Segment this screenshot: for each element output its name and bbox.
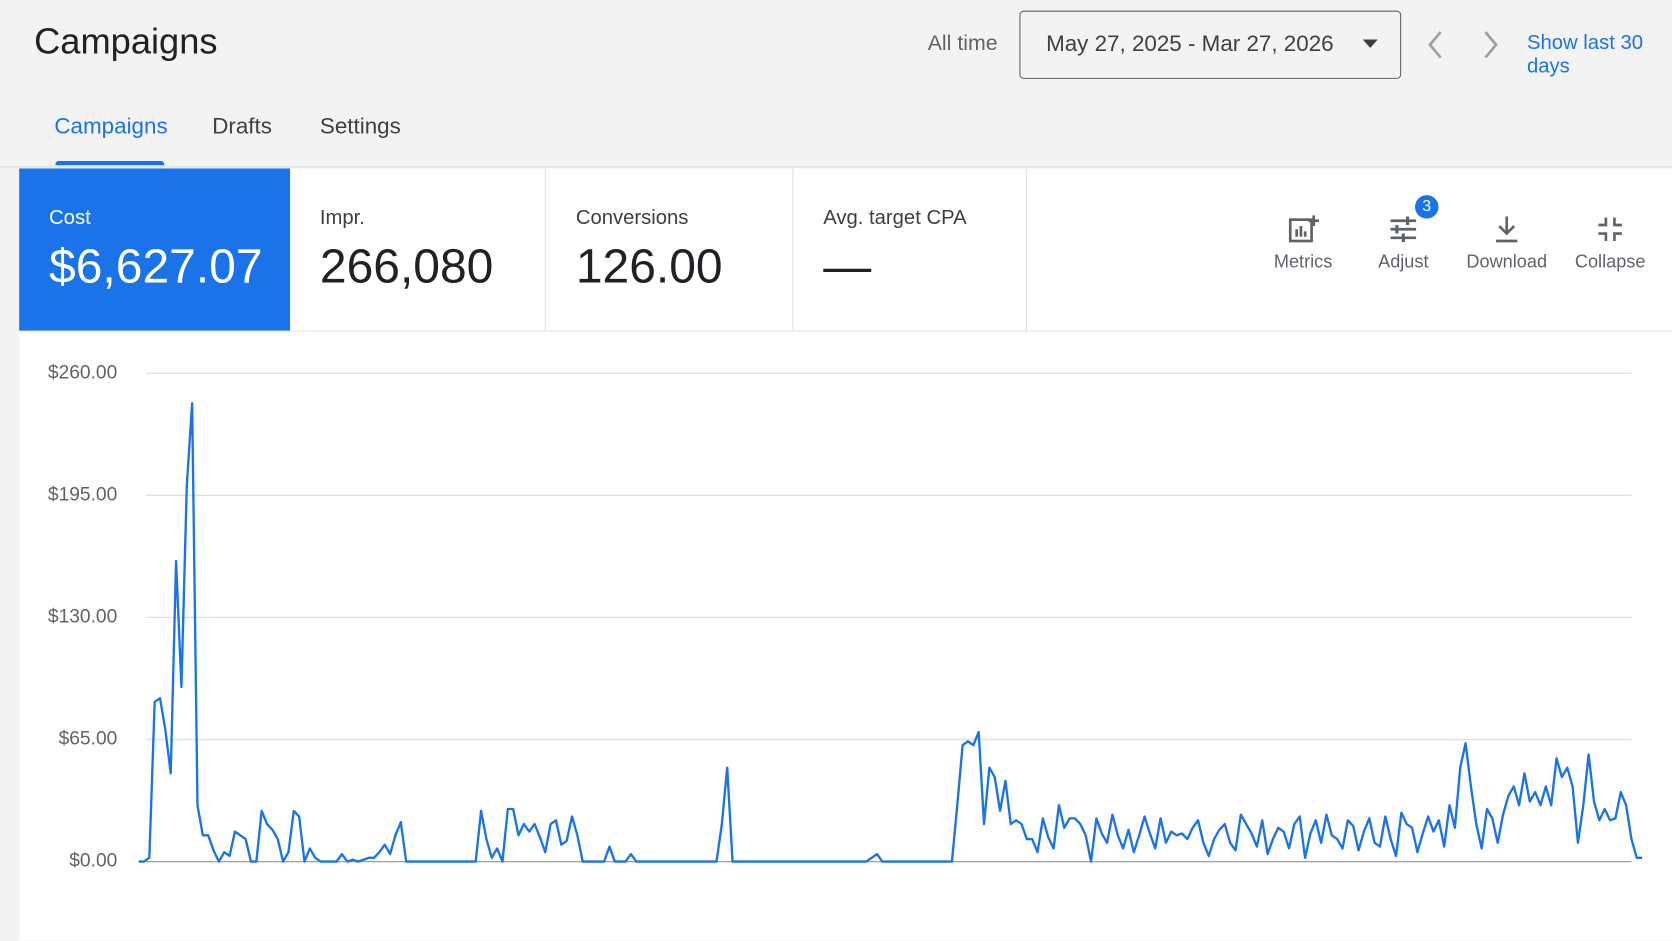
toolbar-label: Metrics [1273,251,1333,272]
toolbar-button[interactable]: Download [1459,213,1555,273]
metric-label: Impr. [319,206,365,230]
metric-card[interactable]: Avg. target CPA — [793,168,1027,331]
tab[interactable]: Settings [319,114,401,139]
metric-value: 266,080 [319,238,494,294]
metric-value: — [823,238,872,294]
toolbar-label: Adjust [1378,251,1429,272]
toolbar-label: Collapse [1574,251,1646,272]
metric-card[interactable]: Impr. 266,080 [290,168,546,331]
chart-panel [19,331,1672,941]
dropdown-arrow [1362,39,1378,48]
toolbar-button[interactable]: Metrics [1255,213,1351,273]
metric-card[interactable]: Cost $6,627.07 [19,168,291,331]
metric-cards: Cost $6,627.07 Impr. 266,080 Conversions… [19,168,1672,332]
toolbar-label: Download [1466,251,1548,272]
toolbar-button[interactable]: Adjust [1355,213,1451,273]
y-tick-label: $260.00 [48,362,117,383]
download-icon [1496,216,1518,243]
adjust-badge: 3 [1415,195,1439,219]
y-tick-label: $195.00 [48,484,117,505]
adjust-icon [1390,216,1417,243]
y-tick-label: $0.00 [69,851,117,872]
toolbar-button[interactable]: Collapse [1562,213,1658,273]
divider [0,166,1672,168]
tab[interactable]: Campaigns [54,114,168,139]
prev-button[interactable] [1425,30,1446,60]
active-tab-indicator [55,161,165,166]
date-picker[interactable]: May 27, 2025 - Mar 27, 2026 [1019,10,1402,79]
metric-label: Avg. target CPA [823,206,967,230]
tab[interactable]: Drafts [212,114,272,139]
metric-label: Conversions [575,206,689,230]
date-range: May 27, 2025 - Mar 27, 2026 [1046,31,1334,57]
range-label: All time [927,31,998,56]
metrics-icon [1288,215,1320,243]
show-last-30-days[interactable]: Show last 30 days [1526,31,1643,78]
y-tick-label: $65.00 [59,729,118,750]
collapse-icon [1598,217,1622,241]
metric-value: $6,627.07 [49,238,263,294]
metric-card[interactable]: Conversions 126.00 [546,168,794,331]
line [138,402,1643,863]
metric-value: 126.00 [575,238,723,294]
y-tick-label: $130.00 [48,606,117,627]
metric-label: Cost [49,206,91,230]
page-title: Campaigns [34,21,218,62]
next-button[interactable] [1480,30,1501,60]
